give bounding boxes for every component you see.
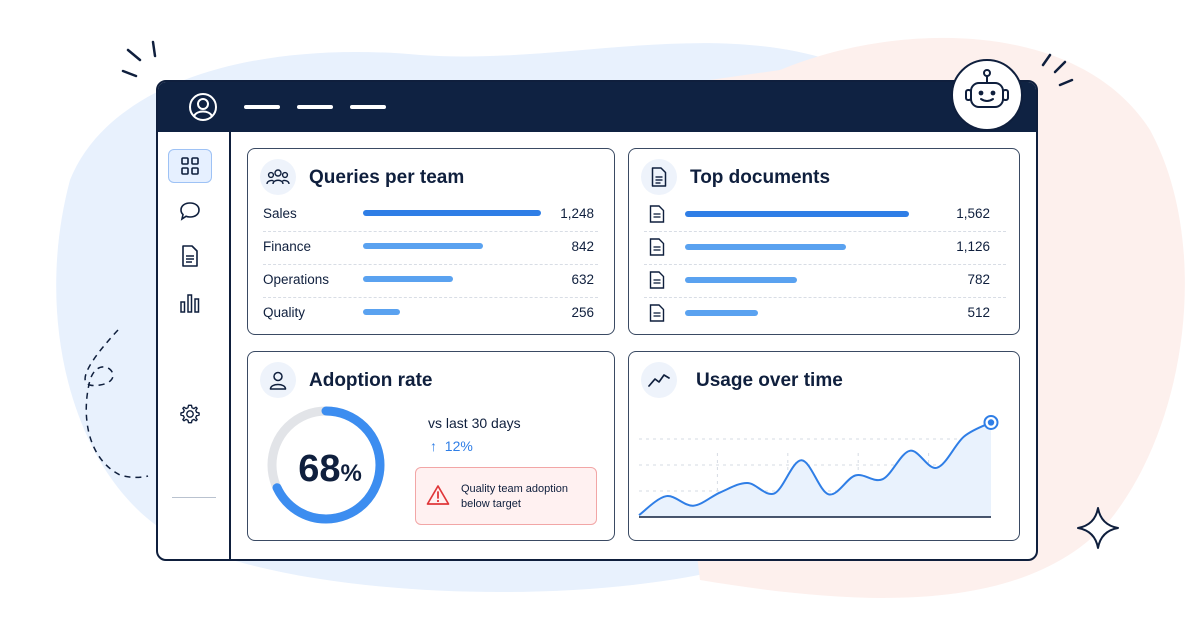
document-icon[interactable]: [649, 271, 665, 289]
gauge-progress-arc: [267, 406, 385, 524]
queries-row-value: 256: [571, 305, 594, 320]
adoption-rate-number: 68: [298, 448, 341, 490]
documents-row-value: 1,562: [956, 206, 990, 221]
person-icon: [260, 362, 296, 398]
queries-card-title: Queries per team: [309, 167, 465, 188]
row-separator: [263, 297, 598, 298]
sidebar-item-settings[interactable]: [168, 397, 212, 431]
document-icon: [182, 245, 198, 267]
arrow-up-icon: ↑: [430, 438, 437, 454]
documents-bar-3: [685, 277, 797, 283]
queries-row-label: Quality: [263, 305, 306, 320]
row-separator: [644, 231, 1006, 232]
documents-bar-4: [685, 310, 758, 316]
menu-dash-3[interactable]: [350, 105, 386, 109]
chat-icon: [180, 202, 200, 221]
row-separator: [263, 264, 598, 265]
trend-line-icon: [641, 362, 677, 398]
adoption-rate-value: 68%: [290, 448, 370, 491]
queries-bar-quality: [363, 309, 400, 315]
queries-bar-operations: [363, 276, 453, 282]
row-separator: [644, 264, 1006, 265]
row-separator: [644, 297, 1006, 298]
robot-assistant-button[interactable]: [951, 59, 1023, 131]
bar-chart-icon: [180, 294, 200, 313]
latest-point: [987, 419, 995, 426]
sidebar-item-analytics[interactable]: [168, 286, 212, 320]
sidebar: [158, 132, 231, 559]
team-icon: [260, 159, 296, 195]
delta-value: 12%: [444, 438, 473, 454]
queries-per-team-card: Queries per team Sales 1,248 Finance 842…: [247, 148, 615, 335]
user-circle-icon[interactable]: [188, 92, 218, 122]
adoption-card-title: Adoption rate: [309, 370, 433, 391]
usage-over-time-card: Usage over time: [628, 351, 1020, 541]
sidebar-item-dashboard[interactable]: [168, 149, 212, 183]
dashed-swirl: [84, 329, 149, 479]
sidebar-item-chat[interactable]: [168, 194, 212, 228]
warning-triangle-icon: [426, 485, 450, 505]
row-separator: [263, 231, 598, 232]
queries-row-label: Operations: [263, 272, 330, 287]
delta-indicator: ↑ 12%: [430, 438, 473, 454]
queries-row-label: Finance: [263, 239, 312, 254]
adoption-gauge: [267, 406, 385, 524]
top-navigation-bar: [158, 82, 1036, 132]
documents-row-value: 782: [967, 272, 990, 287]
top-documents-card: Top documents 1,562 1,126 782 512: [628, 148, 1020, 335]
document-icon[interactable]: [649, 238, 665, 256]
queries-row-value: 1,248: [560, 206, 594, 221]
queries-bar-finance: [363, 243, 483, 249]
document-icon[interactable]: [649, 304, 665, 322]
queries-bar-sales: [363, 210, 541, 216]
robot-icon: [965, 69, 1009, 108]
sparkle-icon: [1077, 507, 1119, 549]
documents-card-title: Top documents: [690, 167, 831, 188]
adoption-rate-card: Adoption rate 68% vs last 30 days ↑ 12% …: [247, 351, 615, 541]
queries-row-label: Sales: [263, 206, 297, 221]
adoption-rate-unit: %: [340, 460, 362, 487]
sidebar-divider: [172, 497, 216, 498]
alert-message: Quality team adoption below target: [461, 483, 569, 510]
grid-icon: [181, 157, 199, 175]
menu-dash-2[interactable]: [297, 105, 333, 109]
usage-card-title: Usage over time: [696, 370, 843, 391]
documents-row-value: 1,126: [956, 239, 990, 254]
usage-series-line: [638, 421, 992, 516]
usage-line-chart: [638, 414, 999, 518]
app-window: Queries per team Sales 1,248 Finance 842…: [156, 80, 1038, 561]
documents-bar-2: [685, 244, 846, 250]
document-icon: [641, 159, 677, 195]
comparison-label: vs last 30 days: [428, 415, 521, 431]
spark-lines-icon: [121, 40, 1074, 87]
adoption-alert[interactable]: Quality team adoption below target: [415, 467, 597, 525]
queries-row-value: 842: [571, 239, 594, 254]
documents-row-value: 512: [967, 305, 990, 320]
queries-row-value: 632: [571, 272, 594, 287]
document-icon[interactable]: [649, 205, 665, 223]
documents-bar-1: [685, 211, 909, 217]
usage-area-fill: [639, 422, 991, 517]
gear-icon: [180, 404, 200, 424]
menu-dash-1[interactable]: [244, 105, 280, 109]
sidebar-item-documents[interactable]: [168, 239, 212, 273]
